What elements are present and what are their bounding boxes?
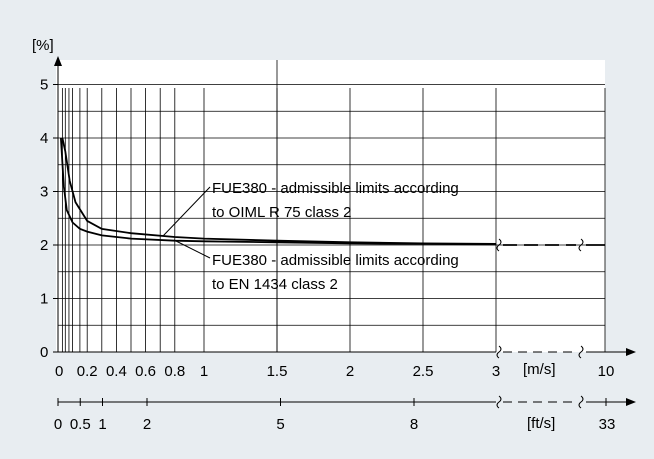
x-tick-label: 0	[55, 363, 63, 380]
ft-tick-label: 33	[599, 416, 616, 433]
ft-tick-label: 0.5	[70, 416, 91, 433]
plot-area	[56, 60, 605, 352]
y-axis-label: [%]	[32, 37, 54, 54]
y-tick-label: 4	[40, 130, 48, 147]
leader-line-oiml	[162, 186, 211, 237]
axes	[54, 56, 636, 409]
y-tick-label: 1	[40, 291, 48, 308]
x-tick-label: 0.4	[106, 363, 127, 380]
ft-tick-label: 2	[143, 416, 151, 433]
series-line-1	[61, 137, 497, 245]
x-tick-label: 0.2	[77, 363, 98, 380]
y-tick-label: 5	[40, 77, 48, 94]
ft-tick-label: 5	[276, 416, 284, 433]
axis-break-mark	[496, 345, 502, 359]
tick-labels: 0 1 2 3 4 5 0 0.2 0.4 0.6 0.8 1 1.5 2 2.5 3 10 0 0.5 1 2 5 8 33	[40, 77, 615, 434]
x-tick-label: 3	[492, 363, 500, 380]
x-axis-secondary-arrow	[626, 398, 636, 406]
series-break-mark	[578, 238, 584, 252]
ft-tick-label: 8	[410, 416, 418, 433]
y-tick-label: 3	[40, 184, 48, 201]
series-break-mark	[496, 238, 502, 252]
x-tick-label: 10	[598, 363, 615, 380]
x-tick-label: 2	[346, 363, 354, 380]
y-tick-label: 2	[40, 237, 48, 254]
grid	[58, 60, 606, 352]
x-tick-label: 0.6	[135, 363, 156, 380]
ft-tick-label: 1	[98, 416, 106, 433]
ft-tick-label: 0	[54, 416, 62, 433]
axis-break-mark	[496, 395, 502, 409]
y-tick-label: 0	[40, 344, 48, 361]
series-layer	[60, 137, 605, 252]
series-label-en1434-line1: FUE380 - admissible limits according	[212, 252, 459, 269]
series-label-en1434-line2: to EN 1434 class 2	[212, 276, 338, 293]
x-tick-label: 1.5	[267, 363, 288, 380]
x-axis-secondary-unit-label: [ft/s]	[527, 415, 555, 432]
leader-line-en1434	[173, 239, 211, 259]
axis-break-mark	[578, 345, 584, 359]
x-tick-label: 2.5	[413, 363, 434, 380]
series-label-oiml-line2: to OIML R 75 class 2	[212, 204, 352, 221]
x-axis-arrow	[626, 348, 636, 356]
legend-label-oiml: FUE380 - admissible limits according to …	[212, 180, 459, 221]
y-axis-arrow	[54, 56, 62, 66]
series-label-oiml-line1: FUE380 - admissible limits according	[212, 180, 459, 197]
x-tick-label: 1	[200, 363, 208, 380]
series-line-2	[60, 137, 497, 246]
x-tick-label: 0.8	[164, 363, 185, 380]
x-axis-unit-label: [m/s]	[523, 361, 556, 378]
axis-break-mark	[578, 395, 584, 409]
legend-label-en1434: FUE380 - admissible limits according to …	[212, 252, 459, 293]
